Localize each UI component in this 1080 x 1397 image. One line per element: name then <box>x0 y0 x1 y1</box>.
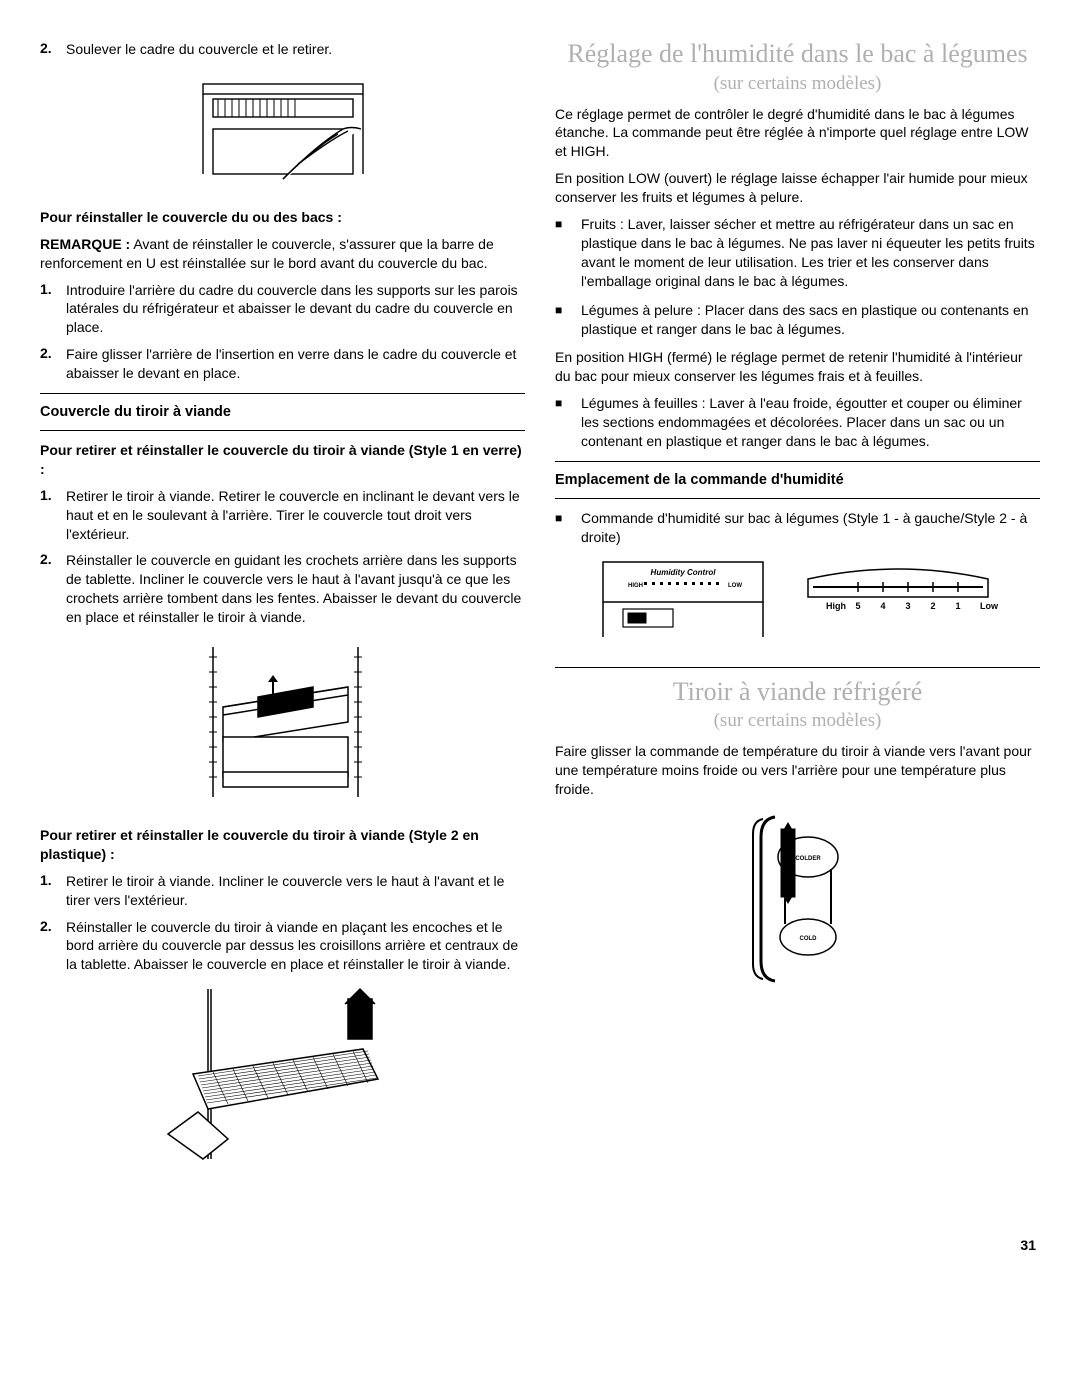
scale-num: 2 <box>930 601 935 611</box>
bullet-icon: ■ <box>555 215 581 291</box>
figure-crisper-cover <box>40 69 525 194</box>
step-text: Réinstaller le couvercle du tiroir à via… <box>66 918 525 975</box>
divider <box>40 393 525 394</box>
divider <box>555 498 1040 499</box>
list-item: 1. Retirer le tiroir à viande. Retirer l… <box>40 487 525 544</box>
divider <box>40 430 525 431</box>
scale-num: 1 <box>955 601 960 611</box>
meat-text: Faire glisser la commande de température… <box>555 742 1040 799</box>
reinstall-heading: Pour réinstaller le couvercle du ou des … <box>40 208 525 227</box>
colder-label: COLDER <box>795 856 821 862</box>
scale-num: 5 <box>855 601 860 611</box>
remarque-paragraph: REMARQUE : Avant de réinstaller le couve… <box>40 235 525 273</box>
right-column: Réglage de l'humidité dans le bac à légu… <box>555 40 1040 1193</box>
list-item: ■ Fruits : Laver, laisser sécher et mett… <box>555 215 1040 291</box>
cold-label: COLD <box>799 936 817 942</box>
list-item: ■ Légumes à pelure : Placer dans des sac… <box>555 301 1040 339</box>
control-location-heading: Emplacement de la commande d'humidité <box>555 472 1040 488</box>
high-text: En position HIGH (fermé) le réglage perm… <box>555 348 1040 386</box>
humidity-title: Réglage de l'humidité dans le bac à légu… <box>555 40 1040 69</box>
low-text: En position LOW (ouvert) le réglage lais… <box>555 169 1040 207</box>
figure-meat-drawer-style2 <box>40 984 525 1179</box>
high-label: HIGH <box>628 583 643 589</box>
list-item: 2. Faire glisser l'arrière de l'insertio… <box>40 345 525 383</box>
list-item: 1. Retirer le tiroir à viande. Incliner … <box>40 872 525 910</box>
list-item: 2. Soulever le cadre du couvercle et le … <box>40 40 525 59</box>
step-text: Faire glisser l'arrière de l'insertion e… <box>66 345 525 383</box>
reinstall-steps: 1. Introduire l'arrière du cadre du couv… <box>40 281 525 383</box>
divider <box>555 667 1040 668</box>
humidity-intro: Ce réglage permet de contrôler le degré … <box>555 105 1040 162</box>
remarque-label: REMARQUE : <box>40 236 130 252</box>
style2-heading: Pour retirer et réinstaller le couvercle… <box>40 826 525 864</box>
step-text: Soulever le cadre du couvercle et le ret… <box>66 40 525 59</box>
low-label: LOW <box>728 583 742 589</box>
step-text: Retirer le tiroir à viande. Retirer le c… <box>66 487 525 544</box>
step-text: Introduire l'arrière du cadre du couverc… <box>66 281 525 338</box>
step-list: 2. Soulever le cadre du couvercle et le … <box>40 40 525 59</box>
figure-meat-dial: COLDER COLD <box>555 809 1040 994</box>
left-column: 2. Soulever le cadre du couvercle et le … <box>40 40 525 1193</box>
list-item: ■ Commande d'humidité sur bac à légumes … <box>555 509 1040 547</box>
scale-low: Low <box>980 601 999 611</box>
figure-meat-drawer-style1 <box>40 637 525 812</box>
meat-title: Tiroir à viande réfrigéré <box>555 678 1040 707</box>
low-bullets: ■ Fruits : Laver, laisser sécher et mett… <box>555 215 1040 338</box>
bullet-text: Légumes à feuilles : Laver à l'eau froid… <box>581 394 1040 451</box>
high-bullets: ■ Légumes à feuilles : Laver à l'eau fro… <box>555 394 1040 451</box>
bullet-icon: ■ <box>555 301 581 339</box>
step-text: Réinstaller le couvercle en guidant les … <box>66 551 525 627</box>
scale-num: 3 <box>905 601 910 611</box>
figure-humidity-controls: Humidity Control HIGH LOW <box>555 557 1040 647</box>
step-number: 1. <box>40 872 66 910</box>
bullet-icon: ■ <box>555 509 581 547</box>
page-number: 31 <box>0 1237 1080 1253</box>
scale-high: High <box>826 601 846 611</box>
list-item: 1. Introduire l'arrière du cadre du couv… <box>40 281 525 338</box>
humidity-subtitle: (sur certains modèles) <box>555 73 1040 95</box>
style1-steps: 1. Retirer le tiroir à viande. Retirer l… <box>40 487 525 627</box>
control-location-bullets: ■ Commande d'humidité sur bac à légumes … <box>555 509 1040 547</box>
step-number: 2. <box>40 918 66 975</box>
style1-heading: Pour retirer et réinstaller le couvercle… <box>40 441 525 479</box>
list-item: 2. Réinstaller le couvercle du tiroir à … <box>40 918 525 975</box>
style2-steps: 1. Retirer le tiroir à viande. Incliner … <box>40 872 525 974</box>
meat-cover-heading: Couvercle du tiroir à viande <box>40 404 525 420</box>
step-number: 1. <box>40 487 66 544</box>
meat-subtitle: (sur certains modèles) <box>555 710 1040 732</box>
list-item: 2. Réinstaller le couvercle en guidant l… <box>40 551 525 627</box>
bullet-text: Commande d'humidité sur bac à légumes (S… <box>581 509 1040 547</box>
step-text: Retirer le tiroir à viande. Incliner le … <box>66 872 525 910</box>
step-number: 2. <box>40 551 66 627</box>
list-item: ■ Légumes à feuilles : Laver à l'eau fro… <box>555 394 1040 451</box>
bullet-text: Fruits : Laver, laisser sécher et mettre… <box>581 215 1040 291</box>
bullet-text: Légumes à pelure : Placer dans des sacs … <box>581 301 1040 339</box>
humidity-control-label: Humidity Control <box>650 568 716 577</box>
divider <box>555 461 1040 462</box>
page: 2. Soulever le cadre du couvercle et le … <box>0 0 1080 1213</box>
step-number: 2. <box>40 40 66 59</box>
bullet-icon: ■ <box>555 394 581 451</box>
step-number: 2. <box>40 345 66 383</box>
scale-num: 4 <box>880 601 885 611</box>
step-number: 1. <box>40 281 66 338</box>
